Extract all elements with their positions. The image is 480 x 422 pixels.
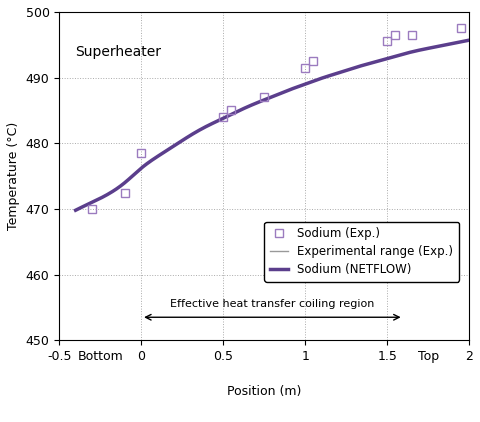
Text: Top: Top [418, 350, 439, 363]
Text: Effective heat transfer coiling region: Effective heat transfer coiling region [170, 299, 374, 309]
Legend: Sodium (Exp.), Experimental range (Exp.), Sodium (NETFLOW): Sodium (Exp.), Experimental range (Exp.)… [264, 222, 459, 282]
Y-axis label: Temperature (°C): Temperature (°C) [7, 122, 20, 230]
Text: Bottom: Bottom [77, 350, 123, 363]
Text: Superheater: Superheater [76, 45, 162, 59]
X-axis label: Position (m): Position (m) [227, 385, 301, 398]
